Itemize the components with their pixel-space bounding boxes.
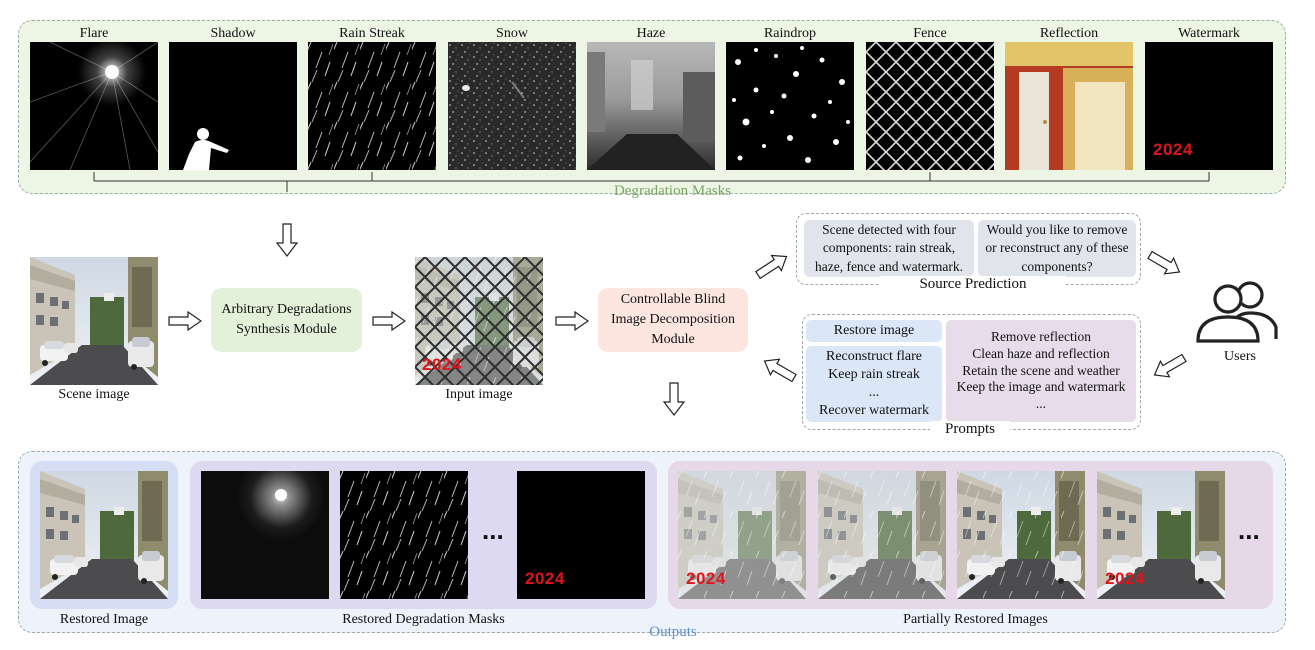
decomposition-line3: Module bbox=[651, 332, 695, 348]
raindrop-mask-image bbox=[726, 42, 854, 170]
partial-image-1 bbox=[678, 471, 806, 599]
input-image-watermark: 2024 bbox=[422, 355, 462, 374]
prompt-left-box: Reconstruct flare Keep rain streak ... R… bbox=[806, 346, 942, 422]
prompt-right-4: ... bbox=[1035, 396, 1047, 412]
down-arrow-to-synthesis bbox=[276, 223, 298, 257]
rain-streak-mask-image bbox=[308, 42, 436, 170]
arrow-to-users bbox=[1147, 250, 1181, 275]
right-arrow-input-to-decomposition bbox=[555, 311, 589, 331]
mask-label-reflection: Reflection bbox=[1039, 26, 1099, 41]
restored-image bbox=[40, 471, 168, 599]
decomposition-line1: Controllable Blind bbox=[620, 291, 726, 307]
degradation-masks-label: Degradation Masks bbox=[613, 183, 732, 199]
prompt-right-0: Remove reflection bbox=[990, 328, 1092, 344]
source-detected-line1: Scene detected with four bbox=[822, 222, 956, 238]
watermark-mask-image bbox=[1145, 42, 1273, 170]
haze-mask-image bbox=[587, 42, 715, 170]
scene-image bbox=[30, 257, 158, 385]
watermark-text: 2024 bbox=[1153, 140, 1193, 159]
right-arrow-synthesis-to-input bbox=[372, 311, 406, 331]
down-arrow-to-outputs bbox=[663, 382, 685, 416]
partial-image-3 bbox=[957, 471, 1085, 599]
users-label: Users bbox=[1224, 349, 1256, 364]
fence-mask-image bbox=[866, 42, 994, 170]
mask-label-flare: Flare bbox=[79, 26, 109, 41]
prompt-left-0: Reconstruct flare bbox=[825, 348, 922, 364]
restored-image-label: Restored Image bbox=[59, 612, 149, 627]
mask-label-watermark: Watermark bbox=[1178, 26, 1240, 41]
source-question-line2: or reconstruct any of these bbox=[985, 240, 1129, 256]
right-arrow-scene-to-synthesis bbox=[168, 311, 202, 331]
mask-label-haze: Haze bbox=[636, 26, 666, 41]
restored-flare-mask bbox=[201, 471, 329, 599]
scene-image-label: Scene image bbox=[58, 387, 130, 402]
partial-image-1-watermark: 2024 bbox=[686, 569, 726, 588]
restored-watermark-text: 2024 bbox=[525, 569, 565, 588]
arrow-users-to-prompts bbox=[1153, 353, 1187, 378]
source-question-line1: Would you like to remove bbox=[986, 222, 1128, 238]
flare-mask-image bbox=[30, 42, 158, 170]
restore-image-text: Restore image bbox=[833, 322, 915, 338]
mask-label-raindrop: Raindrop bbox=[763, 26, 817, 41]
restored-rain-mask bbox=[340, 471, 468, 599]
synthesis-module-line2: Synthesis Module bbox=[236, 322, 337, 337]
restored-masks-label: Restored Degradation Masks bbox=[342, 612, 505, 627]
users-icon bbox=[1196, 281, 1278, 343]
source-detected-line3: haze, fence and watermark. bbox=[814, 258, 964, 274]
prompt-left-1: Keep rain streak bbox=[828, 366, 920, 382]
source-question-box: Would you like to remove or reconstruct … bbox=[978, 220, 1136, 277]
mask-bracket-lines bbox=[93, 172, 1210, 192]
source-detected-box: Scene detected with four components: rai… bbox=[804, 220, 974, 277]
prompt-right-2: Retain the scene and weather bbox=[962, 362, 1120, 378]
mask-label-snow: Snow bbox=[496, 26, 528, 41]
partial-image-4-watermark: 2024 bbox=[1105, 569, 1145, 588]
prompts-label: Prompts bbox=[930, 421, 1010, 438]
input-image-label: Input image bbox=[445, 387, 513, 402]
reflection-mask-image bbox=[1005, 42, 1133, 170]
mask-label-shadow: Shadow bbox=[210, 26, 256, 41]
outputs-label: Outputs bbox=[649, 624, 697, 640]
partial-images-label: Partially Restored Images bbox=[903, 612, 1048, 627]
source-question-line3: components? bbox=[1021, 258, 1093, 274]
synthesis-module-box: Arbitrary Degradations Synthesis Module bbox=[211, 288, 362, 352]
restore-image-box: Restore image bbox=[806, 320, 942, 342]
mask-label-rain-streak: Rain Streak bbox=[339, 26, 405, 41]
prompt-left-3: Recover watermark bbox=[819, 403, 929, 419]
decomposition-line2: Image Decomposition bbox=[610, 311, 736, 327]
restored-watermark-mask bbox=[517, 471, 645, 599]
partial-images-ellipsis: ... bbox=[1238, 515, 1260, 545]
shadow-mask-image bbox=[169, 42, 297, 170]
prompt-right-1: Clean haze and reflection bbox=[972, 345, 1110, 361]
synthesis-module-line1: Arbitrary Degradations bbox=[221, 301, 352, 317]
decomposition-module-box: Controllable Blind Image Decomposition M… bbox=[598, 288, 748, 352]
mask-label-fence: Fence bbox=[913, 26, 947, 41]
source-detected-line2: components: rain streak, bbox=[822, 240, 956, 256]
source-prediction-label: Source Prediction bbox=[880, 276, 1066, 293]
partial-image-4 bbox=[1097, 471, 1225, 599]
input-image bbox=[415, 257, 543, 385]
arrow-prompts-to-decomposition bbox=[763, 358, 797, 383]
prompt-right-3: Keep the image and watermark bbox=[956, 379, 1126, 395]
prompt-left-2: ... bbox=[868, 385, 880, 400]
prompt-right-box: Remove reflection Clean haze and reflect… bbox=[946, 320, 1136, 422]
partial-image-2 bbox=[818, 471, 946, 599]
snow-mask-image bbox=[448, 42, 576, 170]
arrow-to-source-prediction bbox=[754, 254, 788, 279]
restored-masks-ellipsis: ... bbox=[482, 515, 504, 545]
